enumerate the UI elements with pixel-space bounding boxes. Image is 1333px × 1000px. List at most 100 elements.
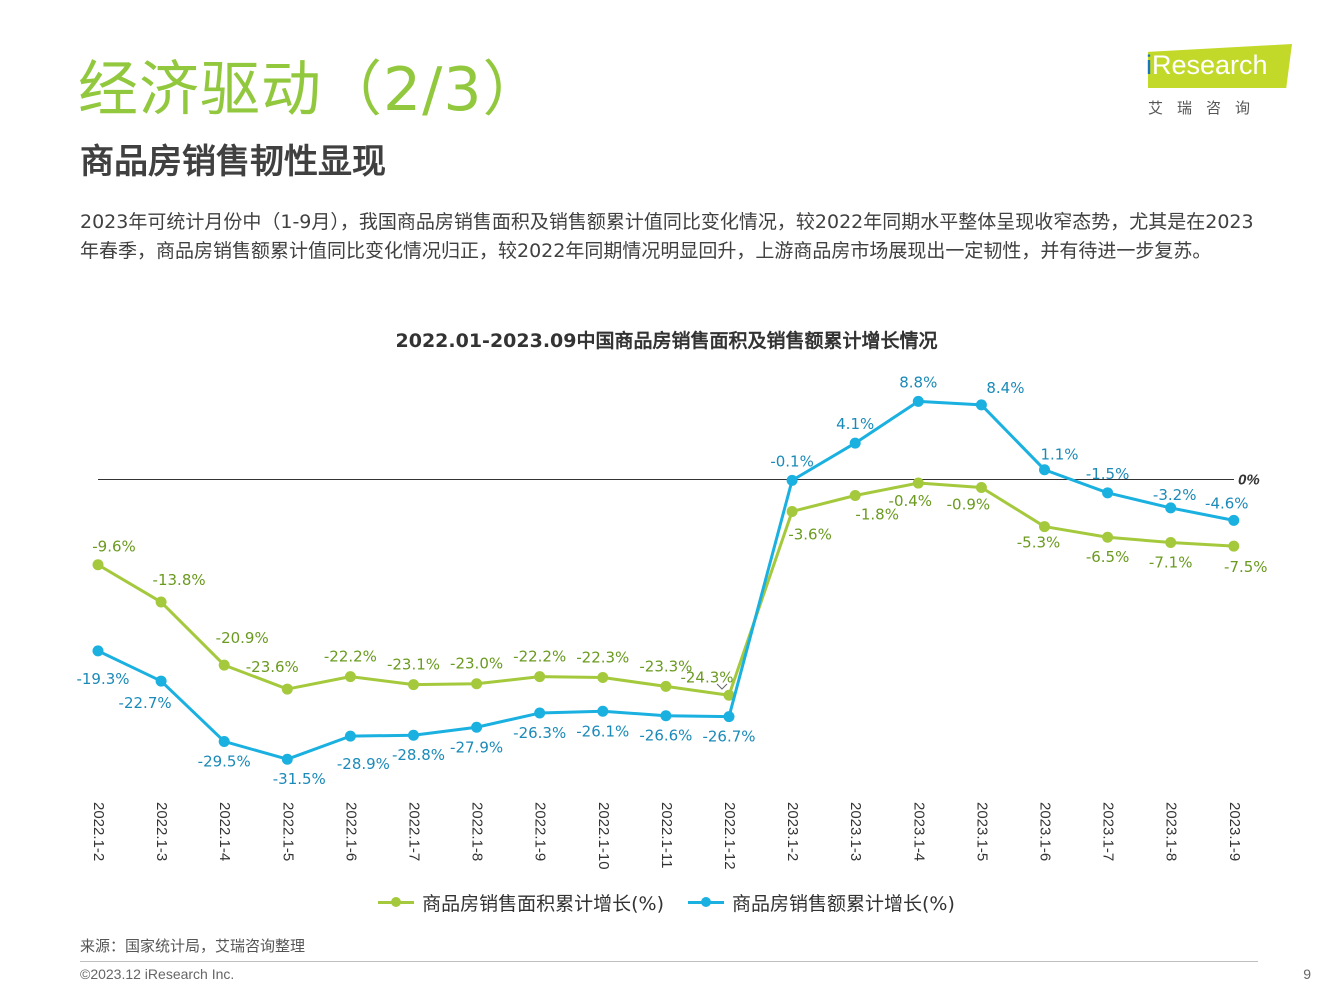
data-point-0-16: [1102, 531, 1114, 543]
data-label-0-1: -13.8%: [153, 571, 206, 589]
data-point-0-14: [975, 481, 987, 493]
data-label-1-15: 1.1%: [1040, 446, 1078, 464]
legend-item-sales: 商品房销售额累计增长(%): [688, 889, 955, 916]
page-number: 9: [1303, 966, 1311, 982]
data-point-1-8: [597, 705, 609, 717]
data-point-0-8: [597, 672, 609, 684]
data-point-0-1: [155, 596, 167, 608]
logo-chinese-name: 艾瑞咨询: [1148, 99, 1265, 117]
data-label-0-3: -23.6%: [246, 658, 299, 676]
logo-prefix: i: [1146, 50, 1152, 80]
data-label-1-16: -1.5%: [1086, 465, 1130, 483]
logo-wordmark: iResearch: [1146, 50, 1268, 81]
data-label-1-4: -28.9%: [337, 755, 390, 773]
x-tick-label-7: 2022.1-9: [532, 802, 549, 861]
data-point-1-16: [1102, 487, 1114, 499]
page-subtitle: 商品房销售韧性显现: [80, 142, 386, 182]
label-leader: [716, 683, 728, 690]
data-point-0-7: [534, 671, 546, 683]
data-point-0-6: [471, 678, 483, 690]
data-label-1-10: -26.7%: [702, 728, 755, 746]
x-tick-label-13: 2023.1-4: [910, 802, 927, 861]
data-point-1-3: [281, 753, 293, 765]
data-point-0-11: [786, 505, 798, 517]
data-point-1-14: [975, 399, 987, 411]
data-label-0-0: -9.6%: [92, 538, 136, 556]
data-label-1-2: -29.5%: [198, 752, 251, 770]
data-label-0-12: -1.8%: [855, 505, 899, 523]
data-label-0-13: -0.4%: [889, 492, 933, 510]
page-title: 经济驱动（2/3）: [78, 55, 544, 125]
logo-background: [1148, 44, 1292, 88]
data-point-1-9: [660, 710, 672, 722]
data-point-1-1: [155, 675, 167, 687]
x-tick-label-9: 2022.1-11: [658, 802, 675, 868]
data-label-0-17: -7.1%: [1149, 554, 1193, 572]
data-label-0-11: -3.6%: [788, 525, 832, 543]
data-label-0-5: -23.1%: [387, 656, 440, 674]
data-label-0-6: -23.0%: [450, 655, 503, 673]
data-point-0-13: [912, 477, 924, 489]
legend-swatch-area: [378, 897, 415, 907]
data-label-0-2: -20.9%: [216, 629, 269, 647]
data-point-1-2: [218, 735, 230, 747]
data-point-1-13: [912, 395, 924, 407]
x-tick-label-17: 2023.1-8: [1163, 802, 1180, 861]
data-label-0-18: -7.5%: [1224, 558, 1268, 576]
data-point-1-10: [723, 711, 735, 723]
data-label-1-5: -28.8%: [392, 746, 445, 764]
data-label-1-11: -0.1%: [770, 452, 814, 470]
x-tick-label-6: 2022.1-8: [469, 802, 486, 861]
data-label-1-8: -26.1%: [576, 722, 629, 740]
data-point-1-15: [1039, 464, 1050, 476]
data-point-1-0: [92, 645, 104, 657]
chart-title: 2022.01-2023.09中国商品房销售面积及销售额累计增长情况: [395, 330, 938, 352]
data-label-0-8: -22.3%: [576, 649, 629, 667]
data-label-1-6: -27.9%: [450, 738, 503, 756]
data-point-1-12: [849, 437, 861, 449]
data-point-1-7: [534, 707, 546, 719]
data-point-1-11: [786, 474, 798, 486]
data-label-1-17: -3.2%: [1153, 486, 1197, 504]
x-tick-label-4: 2022.1-6: [342, 802, 359, 861]
data-label-0-10: -24.3%: [680, 668, 733, 686]
data-label-0-9: -23.3%: [639, 657, 692, 675]
data-point-1-6: [471, 721, 483, 733]
data-label-1-9: -26.6%: [639, 727, 692, 745]
data-point-0-12: [849, 489, 861, 501]
data-point-1-18: [1228, 514, 1240, 526]
data-point-0-0: [92, 559, 104, 571]
x-tick-label-16: 2023.1-7: [1100, 802, 1117, 861]
x-tick-label-5: 2022.1-7: [406, 802, 423, 861]
data-label-1-3: -31.5%: [273, 770, 326, 788]
x-tick-label-14: 2023.1-5: [973, 802, 990, 861]
data-label-0-7: -22.2%: [513, 648, 566, 666]
x-tick-label-8: 2022.1-10: [595, 802, 612, 870]
zero-line-label: 0%: [1238, 472, 1260, 489]
data-label-1-1: -22.7%: [119, 694, 172, 712]
source-note: 来源：国家统计局，艾瑞咨询整理: [80, 937, 306, 955]
data-point-0-18: [1228, 540, 1240, 552]
x-tick-label-11: 2023.1-2: [784, 802, 801, 861]
data-label-0-4: -22.2%: [324, 648, 377, 666]
x-tick-label-0: 2022.1-2: [90, 802, 107, 861]
iresearch-logo: iResearch 艾瑞咨询: [1140, 40, 1300, 120]
data-label-1-7: -26.3%: [513, 724, 566, 742]
data-point-0-10: [723, 689, 735, 701]
logo-brand: Research: [1152, 50, 1268, 80]
x-tick-label-1: 2022.1-3: [153, 802, 170, 861]
x-tick-label-3: 2022.1-5: [279, 802, 296, 861]
x-tick-label-12: 2023.1-3: [847, 802, 864, 861]
description-paragraph: 2023年可统计月份中（1-9月），我国商品房销售面积及销售额累计值同比变化情况…: [80, 211, 1254, 262]
data-point-0-5: [408, 679, 419, 691]
data-label-0-14: -0.9%: [947, 495, 991, 513]
data-point-0-2: [218, 659, 230, 671]
data-point-1-17: [1165, 502, 1177, 514]
footer-divider: [80, 961, 1258, 962]
legend-label-area: 商品房销售面积累计增长(%): [422, 893, 664, 915]
data-point-0-3: [281, 683, 293, 695]
data-label-0-16: -6.5%: [1086, 548, 1130, 566]
legend-swatch-sales: [688, 897, 724, 907]
data-point-0-17: [1165, 537, 1177, 549]
x-tick-label-10: 2022.1-12: [721, 802, 738, 870]
